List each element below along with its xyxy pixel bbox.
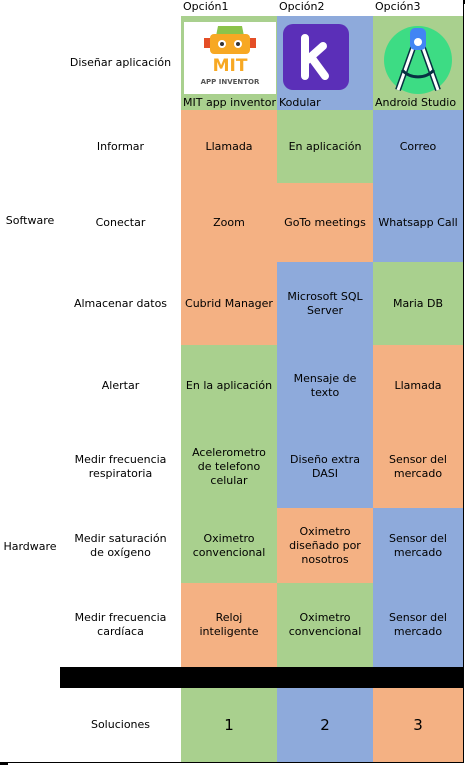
row-label: Conectar [60,183,182,263]
row-label: Almacenar datos [60,262,182,346]
empty-cell [0,667,61,689]
option-cell: Llamada [181,110,278,184]
separator-bar [60,667,464,689]
mit-logo: MIT APP INVENTOR [184,22,276,94]
logo-subtext: APP INVENTOR [201,78,260,86]
option-cell: En la aplicación [181,345,278,427]
row-label: Medir frecuencia cardíaca [60,583,182,668]
row-label: Medir frecuencia respiratoria [60,426,182,509]
option-cell: Reloj inteligente [181,583,278,668]
kodular-logo [283,24,349,90]
android-studio-logo [384,26,452,94]
option-cell: Sensor del mercado [373,508,464,584]
option-cell: En aplicación [277,110,374,184]
option-cell: Zoom [181,183,278,263]
option-cell: Correo [373,110,464,184]
row-label: Alertar [60,345,182,427]
option-cell: Cubrid Manager [181,262,278,346]
solution-number: 1 [181,688,278,763]
option-cell: Mensaje de texto [277,345,374,427]
option-cell: Acelerometro de telefono celular [181,426,278,509]
option-cell: GoTo meetings [277,183,374,263]
header-cell: Opción3 [373,0,464,17]
header-cell: Opción2 [277,0,374,17]
row-label: Soluciones [60,688,182,763]
option-cell: Sensor del mercado [373,426,464,509]
group-label: Hardware [0,426,61,668]
row-label: Medir saturación de oxígeno [60,508,182,584]
option-cell: Sensor del mercado [373,583,464,668]
option-cell: Oximetro diseñado por nosotros [277,508,374,584]
option-cell: Oximetro convencional [277,583,374,668]
option-cell: Maria DB [373,262,464,346]
row-label: Diseñar aplicación [60,16,182,111]
solution-number: 3 [373,688,464,763]
header-cell: Opción1 [181,0,278,17]
header-cell [0,0,61,17]
header-cell [60,0,182,17]
option-cell: Microsoft SQL Server [277,262,374,346]
solution-number: 2 [277,688,374,763]
row-label: Informar [60,110,182,184]
empty-cell [0,688,61,763]
option-cell: Whatsapp Call [373,183,464,263]
option-cell: Diseño extra DASI [277,426,374,509]
group-label: Software [0,16,61,427]
option-cell: Oximetro convencional [181,508,278,584]
logo-text: MIT [213,56,248,76]
option-cell: Llamada [373,345,464,427]
